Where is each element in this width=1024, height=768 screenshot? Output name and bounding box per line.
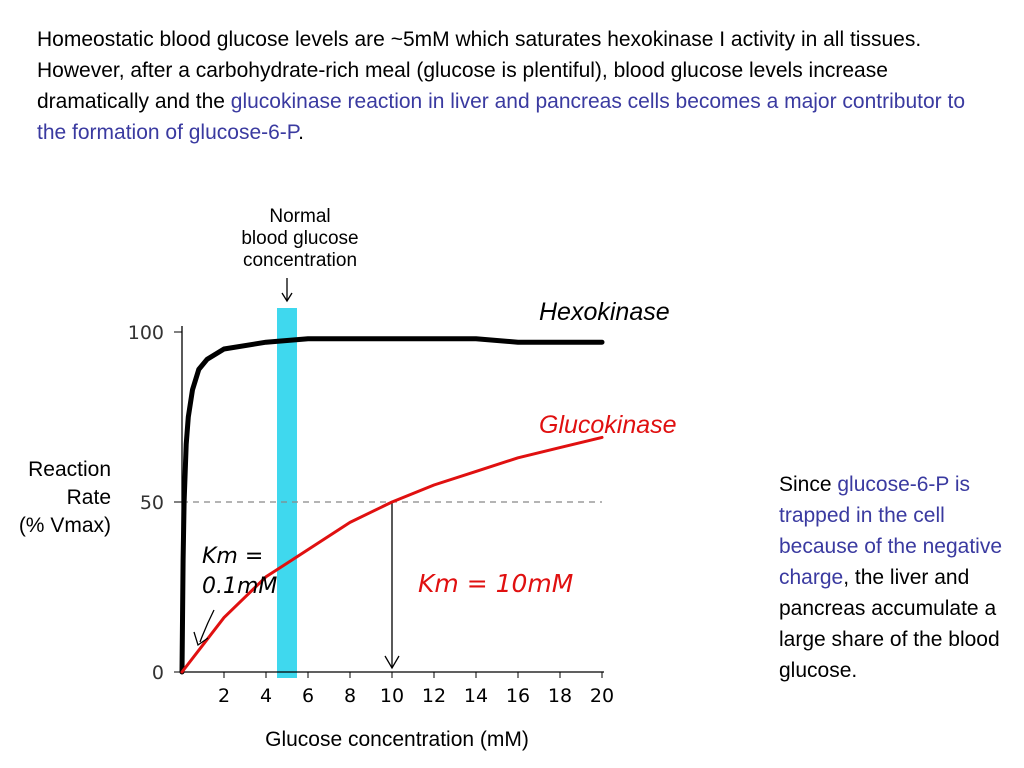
intro-text-1: Homeostatic blood glucose levels are ~5m… xyxy=(37,28,922,113)
x-tick-label: 18 xyxy=(548,685,572,707)
glucokinase-km-label: Km = 10mM xyxy=(418,569,573,598)
glucose-kinetics-chart: 2 4 6 8 10 12 14 16 18 20 0 50 100 Glucose concentra… xyxy=(19,206,677,751)
hexokinase-km-pointer-head xyxy=(193,631,209,647)
x-tick-label: 12 xyxy=(422,685,446,707)
side-note-paragraph: Since glucose-6-P is trapped in the cell… xyxy=(779,469,1009,686)
x-tick-label: 20 xyxy=(590,685,614,707)
y-tick-label: 0 xyxy=(152,662,164,684)
y-tick-label: 100 xyxy=(128,322,164,344)
glucokinase-series-label: Glucokinase xyxy=(539,411,677,439)
x-tick-label: 4 xyxy=(260,685,272,707)
side-note-text-1: Since xyxy=(779,473,838,496)
hexokinase-series-label: Hexokinase xyxy=(539,298,670,326)
normal-glucose-label-line: blood glucose xyxy=(241,228,358,249)
hexokinase-km-pointer xyxy=(199,609,215,643)
x-tick-label: 10 xyxy=(380,685,404,707)
x-tick-label: 14 xyxy=(464,685,488,707)
intro-paragraph: Homeostatic blood glucose levels are ~5m… xyxy=(37,24,987,148)
glucokinase-curve xyxy=(180,435,604,674)
hexokinase-km-label-line2: 0.1mM xyxy=(202,574,277,599)
intro-text-2: . xyxy=(298,121,304,144)
normal-glucose-label-line: concentration xyxy=(243,250,357,271)
side-note-text-2: , the liver and pancreas accumulate a la… xyxy=(779,566,1000,682)
x-tick-label: 16 xyxy=(506,685,530,707)
normal-glucose-arrowhead xyxy=(281,292,293,303)
normal-glucose-band xyxy=(277,308,297,678)
normal-glucose-label-line: Normal xyxy=(269,206,330,227)
hexokinase-km-label-line1: Km = xyxy=(202,544,263,569)
x-tick-label: 2 xyxy=(218,685,230,707)
km-glucokinase-arrowhead xyxy=(384,655,400,670)
y-axis-title-line: Reaction xyxy=(28,458,111,481)
intro-highlight: glucokinase reaction in liver and pancre… xyxy=(37,90,965,144)
hexokinase-curve xyxy=(179,336,605,675)
side-note-highlight: glucose-6-P is trapped in the cell becau… xyxy=(779,473,1003,589)
y-axis-title-line: (% Vmax) xyxy=(19,514,111,537)
y-axis-title-line: Rate xyxy=(67,486,111,509)
y-tick-label: 50 xyxy=(140,492,164,514)
x-tick-label: 6 xyxy=(302,685,314,707)
x-tick-label: 8 xyxy=(344,685,356,707)
x-axis-title: Glucose concentration (mM) xyxy=(265,728,529,751)
